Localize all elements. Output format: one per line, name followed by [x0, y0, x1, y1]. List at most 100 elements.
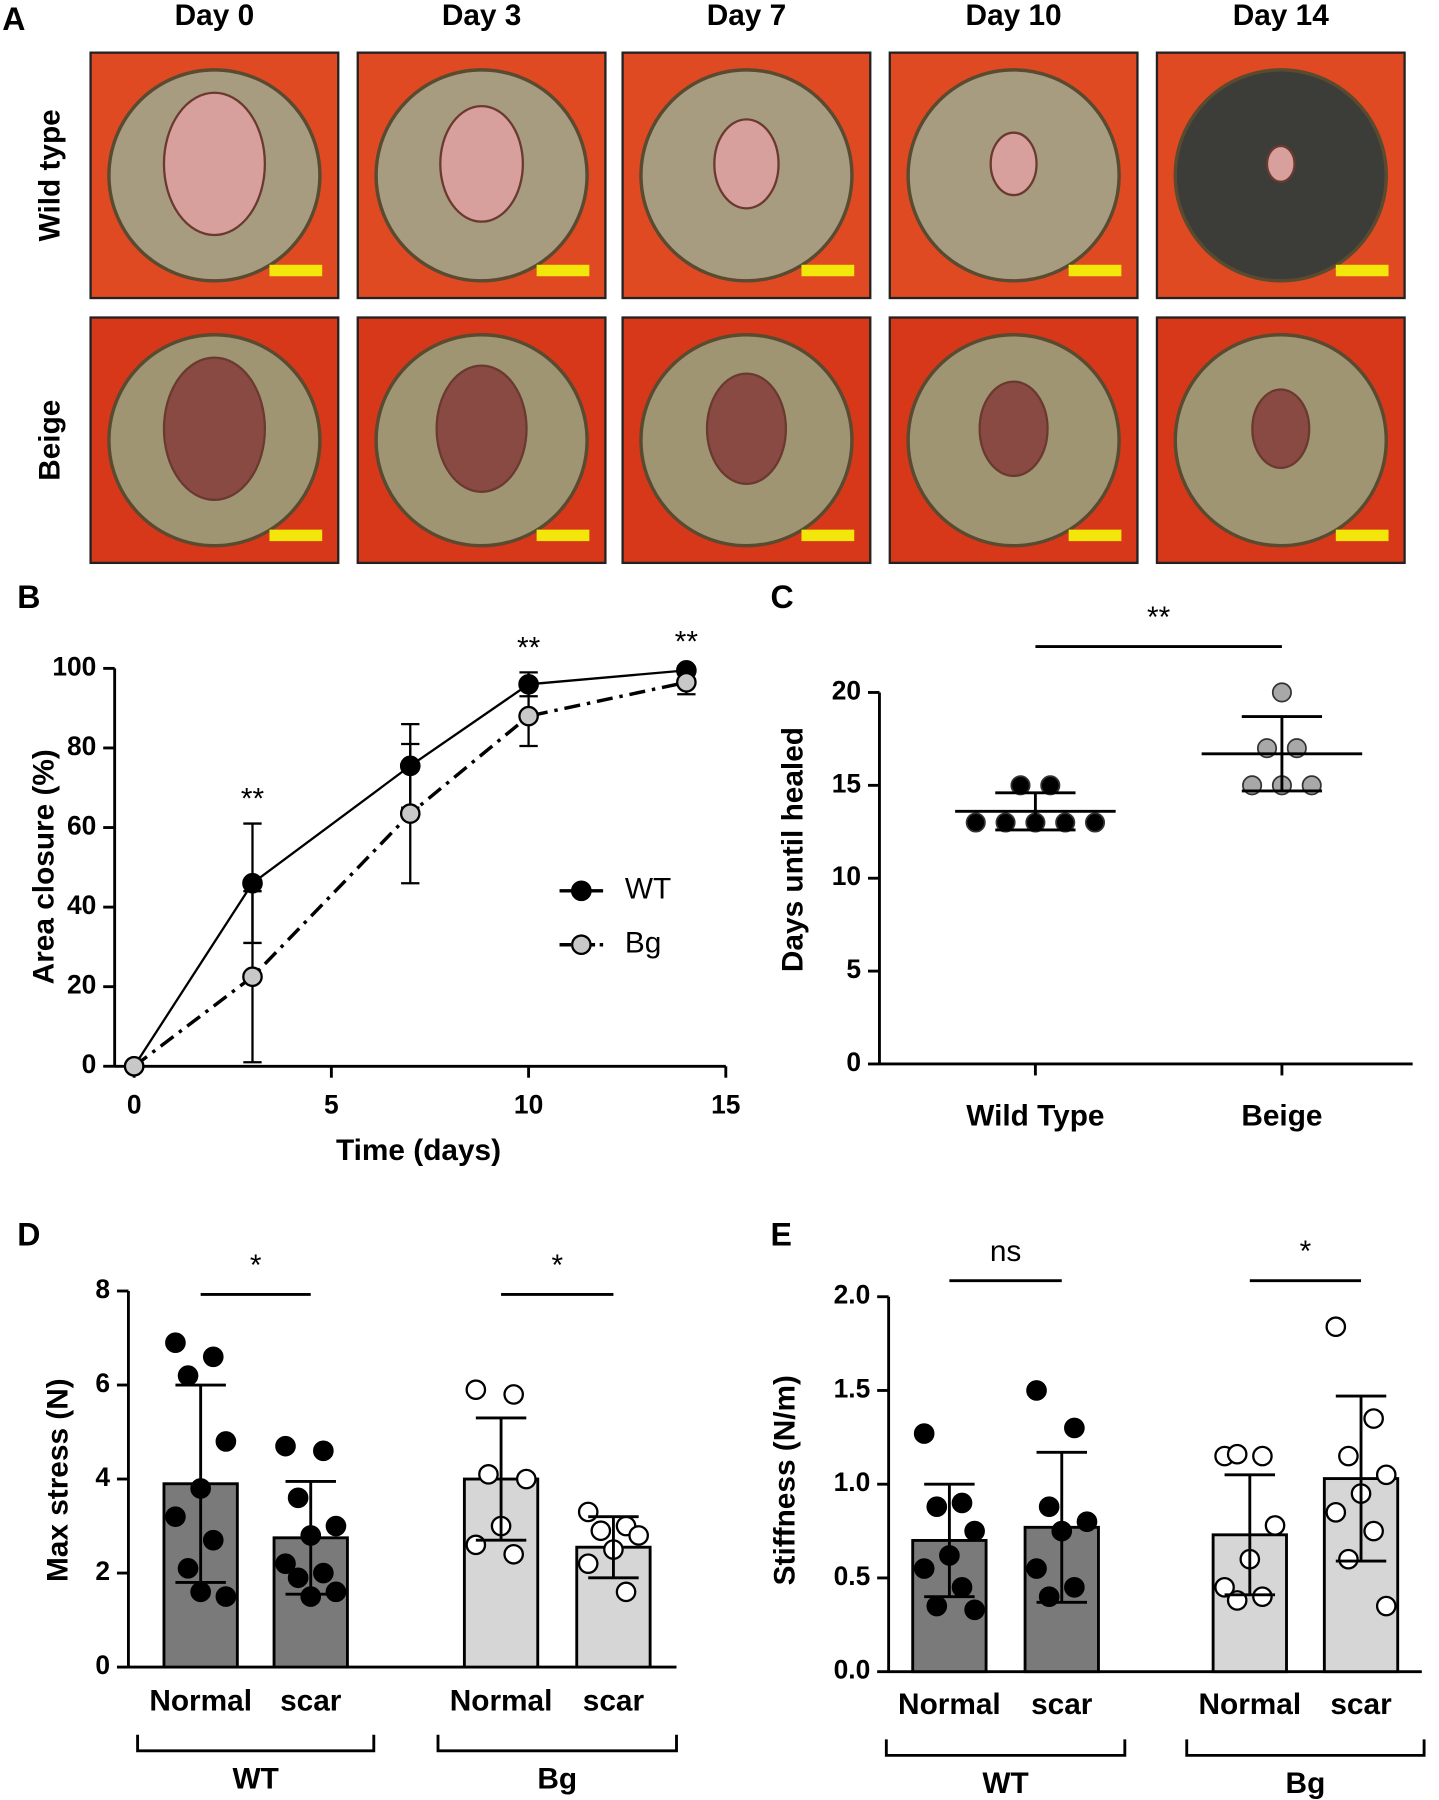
point [1363, 1408, 1384, 1429]
point [465, 1534, 487, 1556]
point [190, 1581, 211, 1603]
y-tick-label: 40 [67, 890, 96, 920]
panel-label: C [771, 579, 794, 615]
group-label: WT [233, 1762, 279, 1795]
panel-label: A [2, 1, 25, 37]
x-tick-label: scar [583, 1685, 645, 1718]
point [1010, 775, 1031, 796]
point [177, 1558, 199, 1579]
x-tick-label: Beige [1241, 1100, 1322, 1133]
group-label: Bg [537, 1762, 577, 1795]
point [1375, 1595, 1397, 1617]
point [1325, 1502, 1347, 1523]
group-bracket [1185, 1739, 1426, 1757]
point [1226, 1443, 1248, 1465]
annotation: ** [675, 625, 699, 658]
y-tick-label: 20 [67, 970, 96, 1000]
error-bar [1241, 715, 1323, 793]
annotation: * [250, 1249, 262, 1282]
point [926, 1595, 948, 1617]
y-tick-label: 2.0 [834, 1280, 871, 1310]
error-bar [1335, 1394, 1387, 1563]
error-bar [475, 1416, 527, 1542]
scale-bar [1335, 529, 1389, 542]
y-tick-label: 0.0 [834, 1655, 871, 1685]
y-axis-label: Stiffness (N/m) [768, 1375, 801, 1585]
point [202, 1346, 224, 1368]
point [1055, 812, 1076, 833]
column-label: Day 10 [966, 0, 1062, 32]
point [313, 1562, 334, 1584]
group-label: Bg [1286, 1767, 1326, 1800]
point [518, 705, 539, 727]
point [951, 1492, 973, 1514]
point [325, 1515, 347, 1537]
y-axis-label: Area closure (%) [28, 749, 61, 984]
annotation: ** [241, 782, 265, 815]
x-tick-label: 10 [514, 1089, 543, 1119]
point [1363, 1520, 1384, 1542]
y-tick-label: 10 [832, 861, 861, 891]
column-label: Day 14 [1233, 0, 1330, 32]
point [995, 812, 1016, 833]
group-label: WT [982, 1767, 1028, 1800]
row-label: Wild type [33, 109, 66, 241]
x-tick-label: 15 [711, 1089, 740, 1119]
column-label: Day 7 [707, 0, 787, 32]
wound [162, 91, 267, 237]
y-tick-label: 0 [95, 1650, 110, 1680]
point [287, 1567, 309, 1589]
point [1271, 682, 1292, 703]
point [1252, 1586, 1273, 1608]
y-tick-label: 80 [67, 731, 96, 761]
point [478, 1464, 499, 1485]
x-tick-label: 0 [127, 1089, 142, 1119]
x-tick-label: scar [280, 1685, 342, 1718]
legend-marker [571, 934, 592, 956]
point [242, 872, 263, 894]
point [628, 1525, 649, 1546]
y-tick-label: 0 [846, 1047, 861, 1077]
point [1214, 1576, 1235, 1598]
x-tick-label: 5 [324, 1089, 339, 1119]
point [1338, 1548, 1359, 1570]
x-tick-label: Normal [450, 1685, 553, 1718]
point [1064, 1576, 1085, 1598]
scale-bar [269, 264, 323, 277]
y-axis-label: Days until healed [776, 727, 809, 972]
annotation: ns [990, 1235, 1021, 1268]
point [615, 1581, 637, 1603]
point [165, 1506, 186, 1527]
point [913, 1558, 935, 1579]
y-tick-label: 15 [832, 768, 861, 798]
y-tick-label: 5 [846, 954, 861, 984]
wound [713, 118, 780, 210]
point [215, 1431, 237, 1452]
point [1026, 1558, 1047, 1579]
y-tick-label: 0.5 [834, 1561, 871, 1591]
wound [1251, 388, 1311, 470]
y-tick-label: 0 [82, 1049, 97, 1079]
group-bracket [884, 1739, 1127, 1757]
x-tick-label: Normal [1198, 1688, 1301, 1721]
x-tick-label: Normal [898, 1688, 1001, 1721]
point [1064, 1417, 1085, 1439]
point [1040, 775, 1061, 796]
point [177, 1365, 199, 1386]
point [964, 1520, 985, 1542]
point [951, 1576, 973, 1598]
point [926, 1496, 948, 1518]
point [202, 1529, 224, 1551]
point [1375, 1464, 1397, 1486]
error-bar [285, 1479, 336, 1596]
point [1325, 1316, 1347, 1338]
group-bracket [436, 1734, 678, 1753]
point [123, 1055, 145, 1077]
point [313, 1440, 334, 1462]
wound [1265, 144, 1296, 183]
column-label: Day 3 [442, 0, 522, 32]
point [577, 1553, 599, 1574]
point [275, 1435, 296, 1457]
y-tick-label: 1.5 [834, 1373, 871, 1403]
